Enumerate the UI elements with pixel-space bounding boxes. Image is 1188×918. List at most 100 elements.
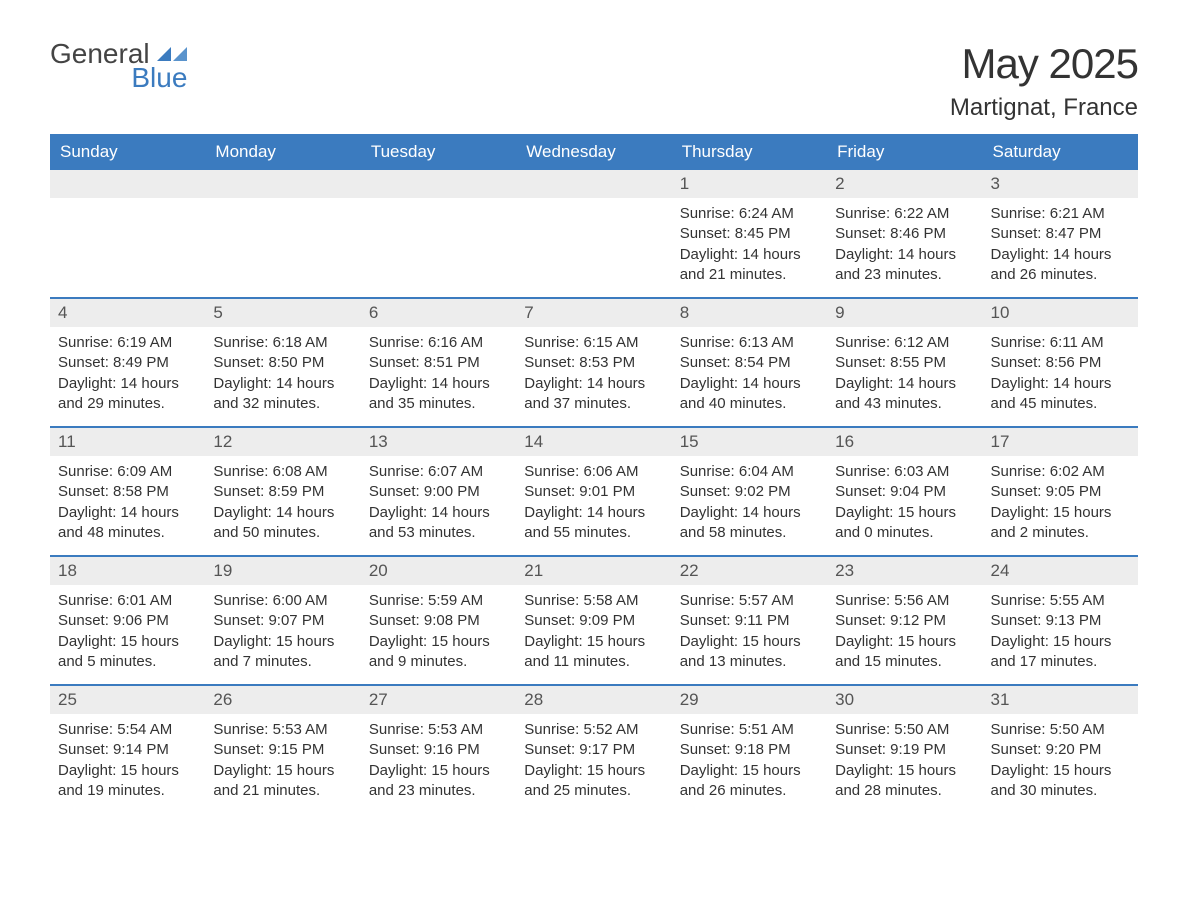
daylight-line: Daylight: 15 hours and 28 minutes. (835, 761, 974, 802)
day-body: Sunrise: 5:58 AMSunset: 9:09 PMDaylight:… (516, 585, 671, 684)
day-number: 17 (983, 428, 1138, 456)
day-number: 21 (516, 557, 671, 585)
sunset-line: Sunset: 9:20 PM (991, 740, 1130, 760)
day-number: 27 (361, 686, 516, 714)
sunset-line: Sunset: 9:16 PM (369, 740, 508, 760)
day-number-empty (516, 170, 671, 198)
day-number-empty (205, 170, 360, 198)
day-number: 25 (50, 686, 205, 714)
day-number: 6 (361, 299, 516, 327)
sunrise-line: Sunrise: 5:56 AM (835, 591, 974, 611)
logo: General Blue (50, 40, 187, 92)
day-number: 4 (50, 299, 205, 327)
day-body: Sunrise: 6:07 AMSunset: 9:00 PMDaylight:… (361, 456, 516, 555)
day-cell: 12Sunrise: 6:08 AMSunset: 8:59 PMDayligh… (205, 428, 360, 555)
day-cell: 23Sunrise: 5:56 AMSunset: 9:12 PMDayligh… (827, 557, 982, 684)
day-body: Sunrise: 6:06 AMSunset: 9:01 PMDaylight:… (516, 456, 671, 555)
day-cell: 27Sunrise: 5:53 AMSunset: 9:16 PMDayligh… (361, 686, 516, 813)
day-cell: 8Sunrise: 6:13 AMSunset: 8:54 PMDaylight… (672, 299, 827, 426)
day-number: 16 (827, 428, 982, 456)
daylight-line: Daylight: 15 hours and 25 minutes. (524, 761, 663, 802)
day-cell: 25 Sunrise: 5:54 AMSunset: 9:14 PMDayligh… (50, 686, 205, 813)
sunrise-line: Sunrise: 5:54 AM (58, 720, 197, 740)
week-row: 25Sunrise: 5:54 AMSunset: 9:14 PMDayligh… (50, 684, 1138, 813)
sunset-line: Sunset: 9:15 PM (213, 740, 352, 760)
day-number: 31 (983, 686, 1138, 714)
sunrise-line: Sunrise: 6:06 AM (524, 462, 663, 482)
day-body: Sunrise: 6:18 AMSunset: 8:50 PMDaylight:… (205, 327, 360, 426)
sunrise-line: Sunrise: 5:58 AM (524, 591, 663, 611)
day-cell (50, 170, 205, 297)
daylight-line: Daylight: 14 hours and 40 minutes. (680, 374, 819, 415)
daylight-line: Daylight: 15 hours and 19 minutes. (58, 761, 197, 802)
location-label: Martignat, France (950, 94, 1138, 122)
day-cell: 31Sunrise: 5:50 AMSunset: 9:20 PMDayligh… (983, 686, 1138, 813)
day-cell: 14Sunrise: 6:06 AMSunset: 9:01 PMDayligh… (516, 428, 671, 555)
day-body: Sunrise: 6:08 AMSunset: 8:59 PMDaylight:… (205, 456, 360, 555)
sunset-line: Sunset: 9:14 PM (58, 740, 197, 760)
day-number: 1 (672, 170, 827, 198)
day-number: 12 (205, 428, 360, 456)
sunrise-line: Sunrise: 5:50 AM (835, 720, 974, 740)
sunrise-line: Sunrise: 5:51 AM (680, 720, 819, 740)
month-title: May 2025 (950, 40, 1138, 88)
day-body: Sunrise: 5:55 AMSunset: 9:13 PMDaylight:… (983, 585, 1138, 684)
day-number: 30 (827, 686, 982, 714)
day-cell: 15Sunrise: 6:04 AMSunset: 9:02 PMDayligh… (672, 428, 827, 555)
day-header-thursday: Thursday (672, 134, 827, 170)
day-cell (516, 170, 671, 297)
sunrise-line: Sunrise: 6:09 AM (58, 462, 197, 482)
sunrise-line: Sunrise: 6:24 AM (680, 204, 819, 224)
sunset-line: Sunset: 9:19 PM (835, 740, 974, 760)
sunrise-line: Sunrise: 6:13 AM (680, 333, 819, 353)
day-cell: 18Sunrise: 6:01 AMSunset: 9:06 PMDayligh… (50, 557, 205, 684)
day-body: Sunrise: 6:15 AMSunset: 8:53 PMDaylight:… (516, 327, 671, 426)
day-body: Sunrise: 6:16 AMSunset: 8:51 PMDaylight:… (361, 327, 516, 426)
day-cell: 10Sunrise: 6:11 AMSunset: 8:56 PMDayligh… (983, 299, 1138, 426)
sunrise-line: Sunrise: 5:59 AM (369, 591, 508, 611)
day-body: Sunrise: 6:21 AMSunset: 8:47 PMDaylight:… (983, 198, 1138, 297)
day-body: Sunrise: 5:51 AMSunset: 9:18 PMDaylight:… (672, 714, 827, 813)
day-number: 14 (516, 428, 671, 456)
daylight-line: Daylight: 15 hours and 9 minutes. (369, 632, 508, 673)
day-cell: 1Sunrise: 6:24 AMSunset: 8:45 PMDaylight… (672, 170, 827, 297)
sunrise-line: Sunrise: 5:53 AM (213, 720, 352, 740)
day-body: Sunrise: 5:56 AMSunset: 9:12 PMDaylight:… (827, 585, 982, 684)
day-header-wednesday: Wednesday (516, 134, 671, 170)
day-number: 19 (205, 557, 360, 585)
daylight-line: Daylight: 15 hours and 30 minutes. (991, 761, 1130, 802)
day-header-tuesday: Tuesday (361, 134, 516, 170)
day-number: 29 (672, 686, 827, 714)
sunset-line: Sunset: 9:11 PM (680, 611, 819, 631)
day-number: 3 (983, 170, 1138, 198)
day-cell: 11Sunrise: 6:09 AMSunset: 8:58 PMDayligh… (50, 428, 205, 555)
daylight-line: Daylight: 14 hours and 53 minutes. (369, 503, 508, 544)
day-body: Sunrise: 6:02 AMSunset: 9:05 PMDaylight:… (983, 456, 1138, 555)
sunrise-line: Sunrise: 6:18 AM (213, 333, 352, 353)
sunrise-line: Sunrise: 6:08 AM (213, 462, 352, 482)
daylight-line: Daylight: 14 hours and 32 minutes. (213, 374, 352, 415)
day-body: Sunrise: 6:04 AMSunset: 9:02 PMDaylight:… (672, 456, 827, 555)
sunrise-line: Sunrise: 6:21 AM (991, 204, 1130, 224)
daylight-line: Daylight: 14 hours and 43 minutes. (835, 374, 974, 415)
sunset-line: Sunset: 9:06 PM (58, 611, 197, 631)
day-number: 13 (361, 428, 516, 456)
week-row: 18 Sunrise: 6:01 AMSunset: 9:06 PM Dayligh… (50, 555, 1138, 684)
sunset-line: Sunset: 9:05 PM (991, 482, 1130, 502)
day-cell: 24Sunrise: 5:55 AMSunset: 9:13 PMDayligh… (983, 557, 1138, 684)
sunrise-line: Sunrise: 6:01 AM (58, 591, 197, 611)
sunrise-line: Sunrise: 6:07 AM (369, 462, 508, 482)
daylight-line: Daylight: 15 hours and 0 minutes. (835, 503, 974, 544)
day-header-monday: Monday (205, 134, 360, 170)
day-header-sunday: Sunday (50, 134, 205, 170)
daylight-line: Daylight: 14 hours and 23 minutes. (835, 245, 974, 286)
day-cell: 4Sunrise: 6:19 AMSunset: 8:49 PMDaylight… (50, 299, 205, 426)
day-body: Sunrise: 6:11 AMSunset: 8:56 PMDaylight:… (983, 327, 1138, 426)
sunset-line: Sunset: 8:47 PM (991, 224, 1130, 244)
day-body: Sunrise: 6:03 AMSunset: 9:04 PMDaylight:… (827, 456, 982, 555)
day-number: 18 (50, 557, 205, 585)
day-number: 26 (205, 686, 360, 714)
week-row: 11Sunrise: 6:09 AMSunset: 8:58 PMDayligh… (50, 426, 1138, 555)
day-cell: 3Sunrise: 6:21 AMSunset: 8:47 PMDaylight… (983, 170, 1138, 297)
day-number: 9 (827, 299, 982, 327)
